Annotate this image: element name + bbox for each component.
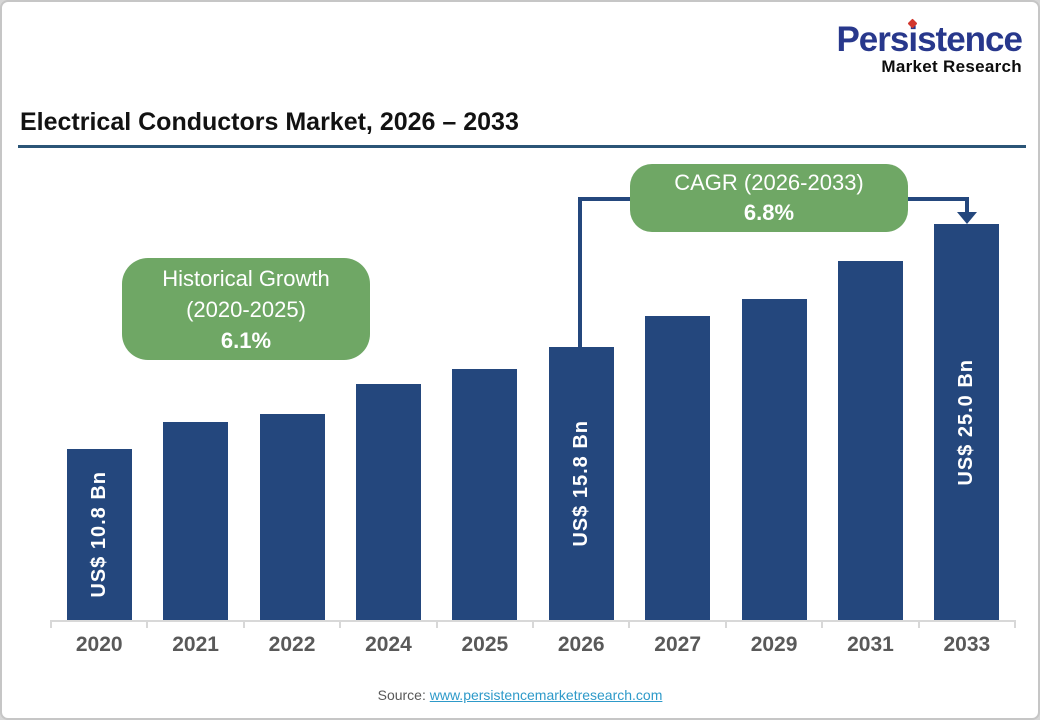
bar-2020: US$ 10.8 Bn	[66, 449, 132, 620]
bar-cell-2027	[629, 316, 725, 620]
cagr-callout: CAGR (2026-2033) 6.8%	[630, 164, 908, 232]
title-underline	[18, 145, 1026, 148]
x-axis-label-2027: 2027	[654, 633, 701, 656]
x-axis-tick	[1014, 620, 1016, 628]
x-axis-tick	[50, 620, 52, 628]
x-axis-label-2022: 2022	[268, 633, 316, 656]
bar-2026: US$ 15.8 Bn	[548, 347, 614, 620]
bar-cell-2024	[340, 384, 436, 620]
bar-cell-2026: US$ 15.8 Bn	[533, 347, 629, 620]
x-axis-label-2033: 2033	[943, 633, 991, 656]
x-axis-label-2025: 2025	[461, 633, 509, 656]
cagr-value: 6.8%	[743, 200, 795, 225]
bar-2024	[355, 384, 421, 620]
cagr-connector-vertical-start	[578, 197, 582, 347]
source-link[interactable]: www.persistencemarketresearch.com	[429, 687, 663, 703]
bar-2021	[163, 422, 229, 620]
x-axis-label-2020: 2020	[75, 633, 123, 656]
company-logo: Persistence Market Research	[836, 20, 1023, 76]
plot-area: US$ 10.8 Bn US$ 15.8 Bn US$ 25.0 Bn	[51, 200, 1015, 620]
source-line: Source: www.persistencemarketresearch.co…	[2, 687, 1038, 703]
x-axis-tick	[339, 620, 342, 628]
bar-cell-2033: US$ 25.0 Bn	[919, 224, 1015, 620]
logo-i-red-dot: i	[908, 20, 918, 59]
bar-2031	[837, 261, 903, 620]
x-axis-label-2029: 2029	[750, 633, 798, 656]
x-axis-tick	[724, 620, 727, 628]
logo-brand-pre: Pers	[836, 20, 909, 59]
x-axis-tick	[917, 620, 920, 628]
x-axis-labels: 2020 2021 2022 2024 2025 2026 2027 2029 2031 2033	[51, 633, 1015, 657]
bars-container: US$ 10.8 Bn US$ 15.8 Bn US$ 25.0 Bn	[51, 200, 1015, 620]
bar-cell-2021	[147, 422, 243, 620]
cagr-connector-vertical-end	[965, 197, 969, 213]
x-axis-tick	[242, 620, 245, 628]
bar-value-label-2026: US$ 15.8 Bn	[569, 420, 592, 547]
logo-brand-text: Persistence	[836, 20, 1023, 59]
bar-2025	[452, 369, 518, 620]
historical-growth-callout: Historical Growth (2020-2025) 6.1%	[122, 258, 370, 360]
cagr-connector-arrowhead-icon	[957, 212, 977, 224]
bar-cell-2022	[244, 414, 340, 620]
historical-growth-line2: (2020-2025)	[186, 296, 306, 322]
bar-cell-2020: US$ 10.8 Bn	[51, 449, 147, 620]
x-axis-tick	[435, 620, 438, 628]
bar-2029	[741, 299, 807, 620]
historical-growth-line1: Historical Growth	[162, 265, 330, 291]
x-axis-label-2024: 2024	[365, 633, 412, 656]
x-axis-tick	[532, 620, 534, 628]
bar-cell-2025	[437, 369, 533, 620]
logo-brand-post: stence	[917, 20, 1023, 59]
bar-2033: US$ 25.0 Bn	[934, 224, 1000, 620]
x-axis-tick	[146, 620, 149, 628]
bar-cell-2029	[726, 299, 822, 620]
x-axis-label-2031: 2031	[847, 633, 894, 656]
x-axis-tick	[628, 620, 631, 628]
historical-growth-value: 6.1%	[220, 327, 272, 353]
bar-value-label-2033: US$ 25.0 Bn	[955, 358, 978, 486]
bar-2027	[645, 316, 711, 620]
chart-title: Electrical Conductors Market, 2026 – 203…	[20, 108, 519, 136]
x-axis-label-2021: 2021	[172, 633, 219, 656]
x-axis-label-2026: 2026	[557, 633, 605, 656]
bar-value-label-2020: US$ 10.8 Bn	[87, 471, 110, 598]
bar-cell-2031	[822, 261, 918, 620]
source-label: Source:	[377, 687, 426, 703]
cagr-line1: CAGR (2026-2033)	[674, 170, 864, 195]
logo-tagline: Market Research	[881, 57, 1022, 76]
x-axis-tick	[821, 620, 824, 628]
bar-2022	[259, 414, 325, 620]
